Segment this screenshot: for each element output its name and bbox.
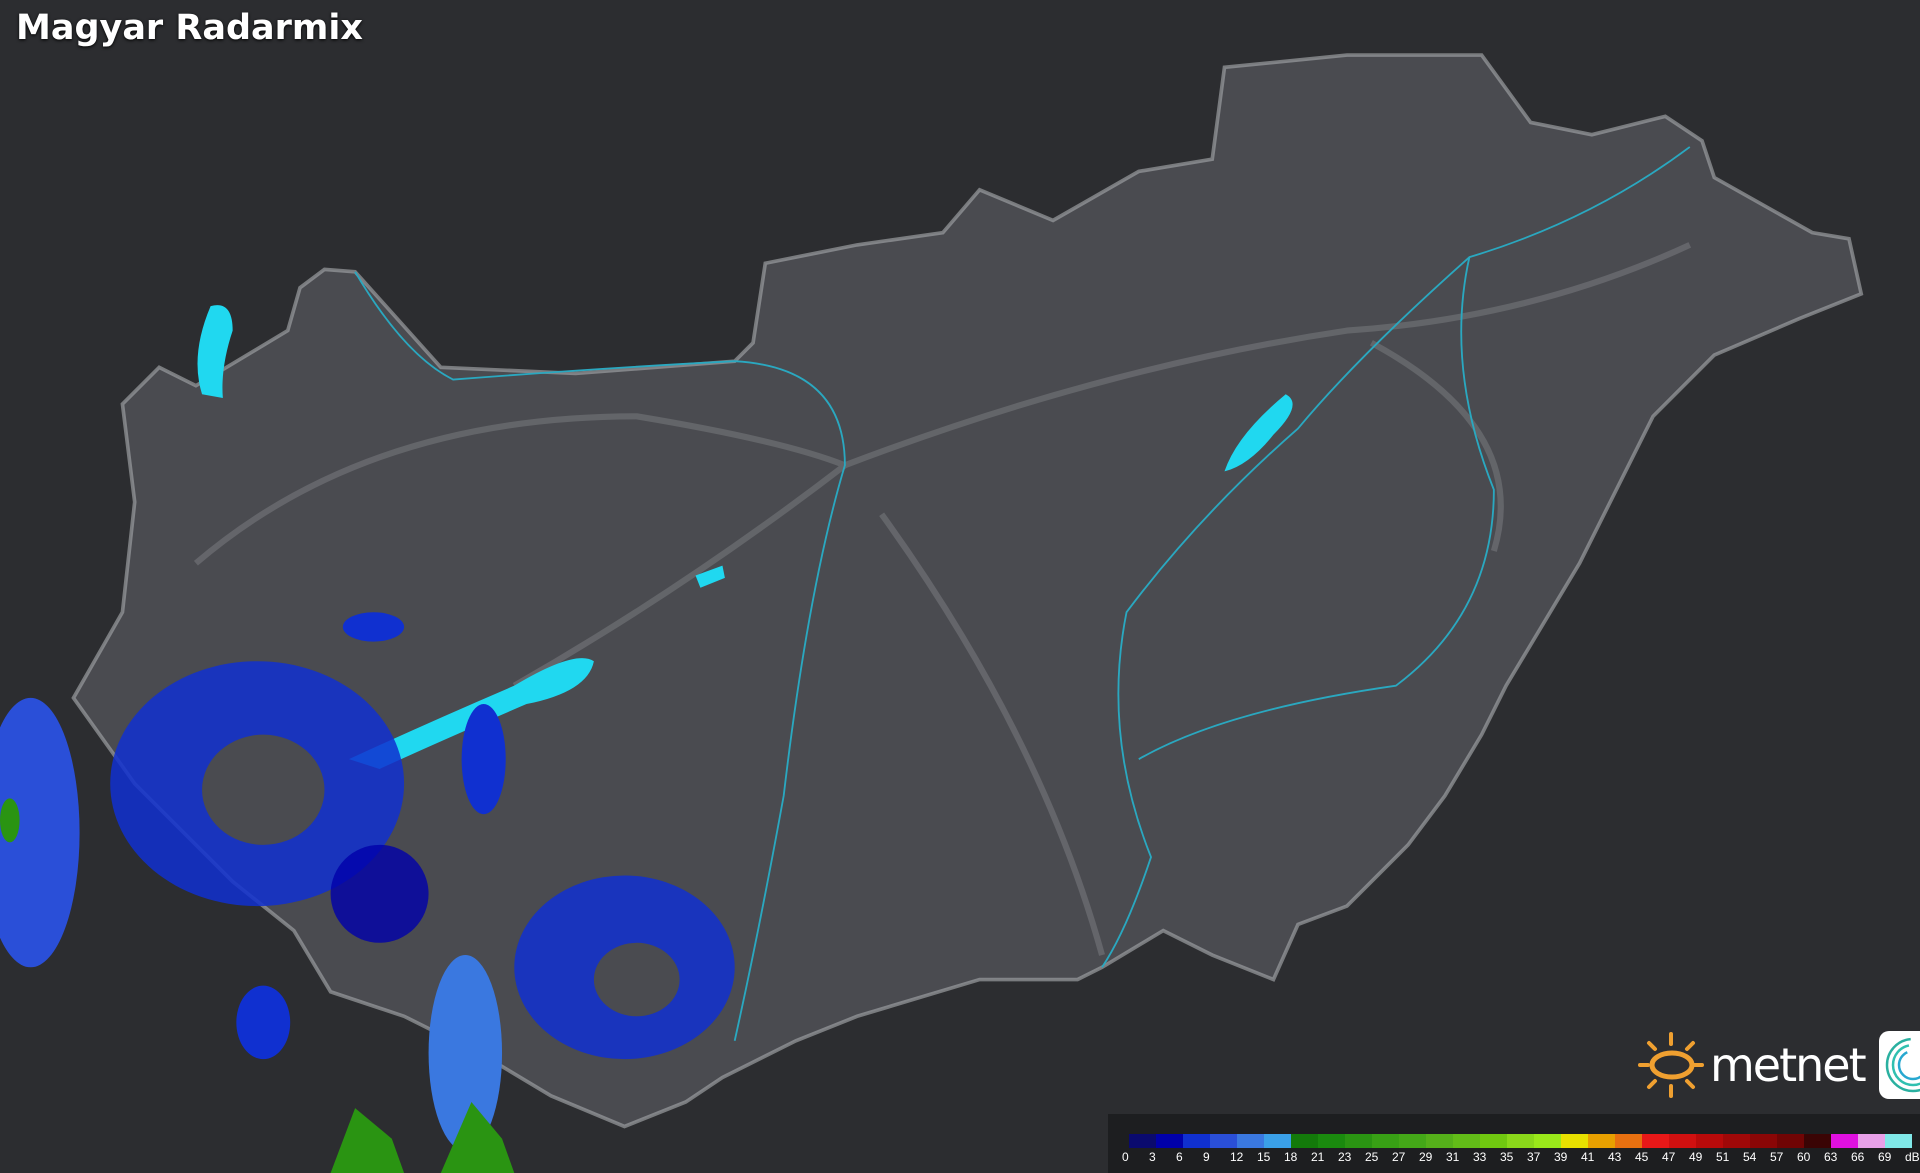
- legend-swatch: [1237, 1134, 1264, 1148]
- legend-label: 9: [1203, 1150, 1210, 1164]
- legend-swatch: [1426, 1134, 1453, 1148]
- legend-label: 51: [1716, 1150, 1730, 1164]
- brand-name: metnet: [1710, 1038, 1867, 1092]
- legend-swatch: [1507, 1134, 1534, 1148]
- legend-swatch: [1399, 1134, 1426, 1148]
- legend-label: 15: [1257, 1150, 1271, 1164]
- legend-swatch: [1750, 1134, 1777, 1148]
- legend-swatch: [1210, 1134, 1237, 1148]
- legend-label: 57: [1770, 1150, 1784, 1164]
- spiral-icon: [1885, 1037, 1920, 1093]
- legend-label: 54: [1743, 1150, 1757, 1164]
- legend-label: 37: [1527, 1150, 1541, 1164]
- map-title: Magyar Radarmix: [16, 8, 363, 48]
- legend-swatch: [1777, 1134, 1804, 1148]
- legend-label: 25: [1365, 1150, 1379, 1164]
- sun-icon: [1638, 1032, 1704, 1098]
- dbz-legend: 0 3 6 9 12 15 18 21 23 25 27 29 31 33 35 37 39 41 43 45 47 49…: [1108, 1114, 1920, 1173]
- legend-swatch: [1885, 1134, 1912, 1148]
- legend-label: 3: [1149, 1150, 1156, 1164]
- legend-swatch: [1345, 1134, 1372, 1148]
- legend-swatch: [1696, 1134, 1723, 1148]
- lake-velence: [695, 565, 725, 588]
- legend-swatch: [1183, 1134, 1210, 1148]
- legend-label: 49: [1689, 1150, 1703, 1164]
- legend-swatch: [1129, 1134, 1156, 1148]
- lake-neusiedl: [197, 305, 233, 398]
- legend-label: 35: [1500, 1150, 1514, 1164]
- legend-label: 12: [1230, 1150, 1244, 1164]
- legend-swatch: [1804, 1134, 1831, 1148]
- legend-label: 21: [1311, 1150, 1325, 1164]
- legend-label: 63: [1824, 1150, 1838, 1164]
- legend-swatch: [1588, 1134, 1615, 1148]
- legend-label: 6: [1176, 1150, 1183, 1164]
- legend-swatch: [1156, 1134, 1183, 1148]
- legend-label: 41: [1581, 1150, 1595, 1164]
- legend-swatch: [1264, 1134, 1291, 1148]
- legend-label: 43: [1608, 1150, 1622, 1164]
- legend-swatch: [1534, 1134, 1561, 1148]
- legend-swatches: [1129, 1134, 1912, 1148]
- legend-swatch: [1318, 1134, 1345, 1148]
- legend-labels: 0 3 6 9 12 15 18 21 23 25 27 29 31 33 35 37 39 41 43 45 47 49…: [1122, 1150, 1920, 1164]
- legend-label: 66: [1851, 1150, 1865, 1164]
- legend-unit: dBZ: [1905, 1150, 1920, 1164]
- app-icon: [1878, 1031, 1920, 1099]
- legend-swatch: [1642, 1134, 1669, 1148]
- legend-swatch: [1669, 1134, 1696, 1148]
- legend-label: 27: [1392, 1150, 1406, 1164]
- legend-swatch: [1561, 1134, 1588, 1148]
- legend-label: 60: [1797, 1150, 1811, 1164]
- legend-label: 18: [1284, 1150, 1298, 1164]
- legend-swatch: [1723, 1134, 1750, 1148]
- legend-swatch: [1615, 1134, 1642, 1148]
- lake-tisza: [1224, 394, 1293, 472]
- legend-swatch: [1372, 1134, 1399, 1148]
- rivers: [354, 146, 1691, 1041]
- legend-label: 29: [1419, 1150, 1433, 1164]
- legend-swatch: [1480, 1134, 1507, 1148]
- roads: [193, 242, 1692, 956]
- legend-swatch: [1291, 1134, 1318, 1148]
- legend-label: 23: [1338, 1150, 1352, 1164]
- legend-label: 69: [1878, 1150, 1892, 1164]
- legend-label: 47: [1662, 1150, 1676, 1164]
- legend-label: 31: [1446, 1150, 1460, 1164]
- legend-label: 33: [1473, 1150, 1487, 1164]
- legend-label: 45: [1635, 1150, 1649, 1164]
- metnet-logo: metnet: [1636, 1030, 1920, 1100]
- legend-swatch: [1858, 1134, 1885, 1148]
- radar-echoes: [0, 612, 735, 1173]
- legend-swatch: [1453, 1134, 1480, 1148]
- legend-swatch: [1831, 1134, 1858, 1148]
- legend-label: 39: [1554, 1150, 1568, 1164]
- legend-label: 0: [1122, 1150, 1129, 1164]
